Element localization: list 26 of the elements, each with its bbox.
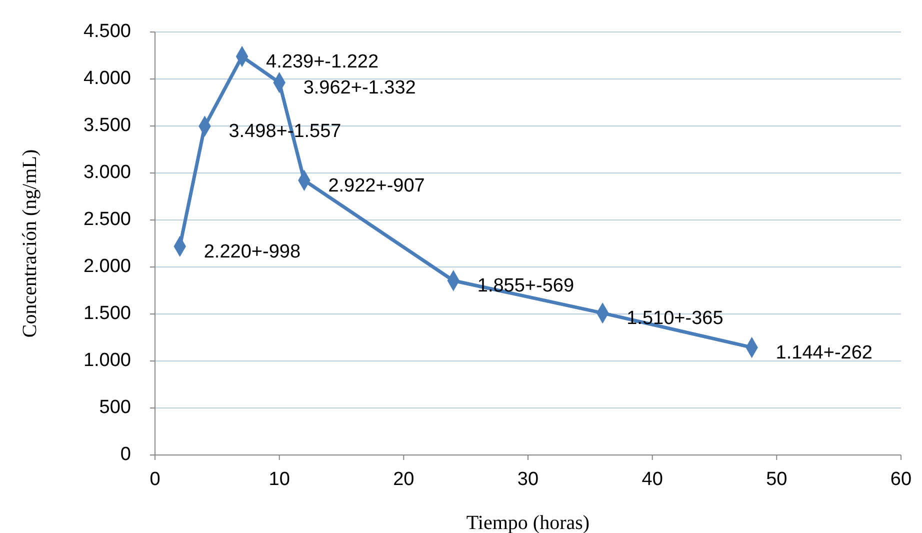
x-tick-label: 40 — [642, 469, 663, 490]
x-tick-label: 20 — [393, 469, 414, 490]
data-label: 1.855+-569 — [477, 276, 574, 297]
y-tick-label: 4.500 — [83, 21, 131, 42]
y-tick-label: 500 — [99, 397, 131, 418]
x-tick-label: 10 — [268, 469, 290, 490]
x-tick-label: 0 — [150, 469, 160, 490]
y-tick-label: 3.000 — [83, 162, 131, 184]
y-tick-label: 3.500 — [83, 115, 131, 136]
x-tick-label: 60 — [890, 469, 912, 490]
data-label: 2.922+-907 — [328, 175, 425, 196]
x-tick-label: 30 — [517, 469, 539, 490]
y-tick-label: 4.000 — [83, 68, 131, 90]
y-tick-label: 1.000 — [83, 350, 131, 372]
data-label: 3.962+-1.332 — [303, 78, 416, 99]
data-label: 1.510+-365 — [626, 308, 724, 330]
data-label: 4.239+-1.222 — [266, 52, 379, 73]
data-label: 2.220+-998 — [204, 241, 301, 262]
y-tick-label: 0 — [120, 444, 131, 466]
y-tick-label: 2.000 — [83, 256, 131, 278]
y-axis-title: Concentración (ng/mL) — [19, 149, 41, 338]
x-axis-title: Tiempo (horas) — [466, 512, 590, 533]
x-tick-label: 50 — [766, 469, 788, 490]
y-tick-label: 2.500 — [83, 209, 131, 230]
y-tick-label: 1.500 — [83, 303, 131, 324]
data-label: 1.144+-262 — [776, 342, 872, 364]
